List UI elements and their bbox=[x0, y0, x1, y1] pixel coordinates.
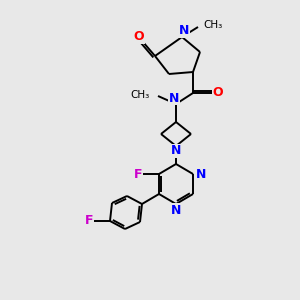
Text: N: N bbox=[169, 92, 179, 104]
Text: O: O bbox=[213, 86, 223, 100]
Text: F: F bbox=[85, 214, 93, 227]
Text: CH₃: CH₃ bbox=[203, 20, 222, 30]
Text: N: N bbox=[196, 167, 206, 181]
Text: O: O bbox=[134, 31, 144, 44]
Text: N: N bbox=[171, 203, 181, 217]
Text: CH₃: CH₃ bbox=[131, 90, 150, 100]
Text: F: F bbox=[134, 167, 142, 181]
Text: N: N bbox=[179, 25, 189, 38]
Text: N: N bbox=[171, 145, 181, 158]
